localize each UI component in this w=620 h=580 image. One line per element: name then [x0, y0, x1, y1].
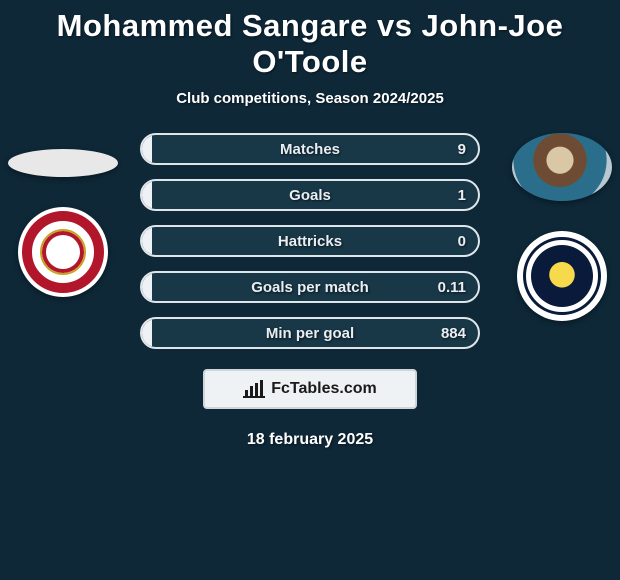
stat-row-goals-per-match: Goals per match 0.11	[140, 271, 480, 303]
stat-row-matches: Matches 9	[140, 133, 480, 165]
stat-label: Min per goal	[142, 325, 478, 342]
stat-label: Hattricks	[142, 233, 478, 250]
stat-label: Goals per match	[142, 279, 478, 296]
stat-right-value: 9	[458, 141, 466, 158]
stat-bars: Matches 9 Goals 1 Hattricks 0 Goals per …	[140, 133, 480, 349]
stat-row-goals: Goals 1	[140, 179, 480, 211]
right-player-column	[512, 133, 612, 321]
left-player-column	[8, 133, 118, 297]
player-right-avatar	[512, 133, 612, 201]
stat-right-value: 1	[458, 187, 466, 204]
stat-row-hattricks: Hattricks 0	[140, 225, 480, 257]
player-left-avatar	[8, 149, 118, 177]
stat-right-value: 0.11	[438, 279, 466, 296]
date-label: 18 february 2025	[0, 431, 620, 449]
stat-right-value: 884	[441, 325, 466, 342]
page-title: Mohammed Sangare vs John-Joe O'Toole	[0, 0, 620, 84]
stat-right-value: 0	[458, 233, 466, 250]
club-right-badge	[517, 231, 607, 321]
club-right-badge-inner	[531, 245, 593, 307]
stat-label: Goals	[142, 187, 478, 204]
club-left-badge-inner	[48, 237, 78, 267]
comparison-panel: Matches 9 Goals 1 Hattricks 0 Goals per …	[0, 133, 620, 449]
page-subtitle: Club competitions, Season 2024/2025	[0, 90, 620, 107]
brand-chart-icon	[243, 380, 265, 398]
brand-badge: FcTables.com	[203, 369, 417, 409]
stat-label: Matches	[142, 141, 478, 158]
club-left-badge	[18, 207, 108, 297]
brand-text: FcTables.com	[271, 380, 377, 398]
stat-row-min-per-goal: Min per goal 884	[140, 317, 480, 349]
